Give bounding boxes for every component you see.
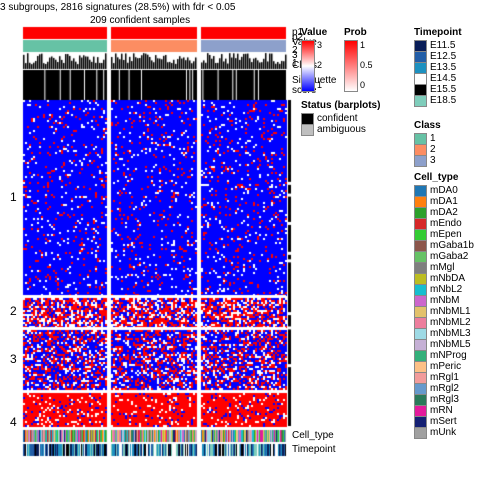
legend-label: ambiguous xyxy=(317,124,366,135)
legend-item: mEndo xyxy=(414,218,474,229)
legend-celltype-title: Cell_type xyxy=(414,172,474,183)
legend-prob-title: Prob xyxy=(344,27,373,38)
legend-item: mNbM xyxy=(414,295,474,306)
legend-label: mRgl3 xyxy=(430,394,459,405)
legend-label: E14.5 xyxy=(430,73,456,84)
legend-label: E11.5 xyxy=(430,40,455,51)
legend-item: mRgl2 xyxy=(414,383,474,394)
legend-prob: Prob 1 0.5 0 xyxy=(344,27,373,92)
legend-label: E12.5 xyxy=(430,51,456,62)
row-cluster-label: 1 xyxy=(10,190,17,204)
legend-label: 3 xyxy=(430,155,436,166)
row-cluster-label: 3 xyxy=(10,352,17,366)
legend-label: mDA1 xyxy=(430,196,458,207)
legend-item: E18.5 xyxy=(414,95,462,106)
legend-item: 2 xyxy=(414,144,441,155)
legend-label: E18.5 xyxy=(430,95,456,106)
value-tick: 1 xyxy=(317,80,322,90)
row-cluster-label: 2 xyxy=(10,304,17,318)
legend-item: E11.5 xyxy=(414,40,462,51)
legend-item: mGaba1b xyxy=(414,240,474,251)
legend-item: mNbDA xyxy=(414,273,474,284)
legend-item: E14.5 xyxy=(414,73,462,84)
legend-label: mNbM xyxy=(430,295,459,306)
legend-label: 1 xyxy=(430,133,436,144)
legend-label: mPeric xyxy=(430,361,461,372)
legend-label: mNbDA xyxy=(430,273,465,284)
prob-gradient xyxy=(344,40,358,92)
legend-label: mNbML2 xyxy=(430,317,471,328)
legend-label: mEndo xyxy=(430,218,462,229)
legend-item: mNbL2 xyxy=(414,284,474,295)
legend-label: mGaba2 xyxy=(430,251,468,262)
legend-item: mPeric xyxy=(414,361,474,372)
prob-tick: 1 xyxy=(360,40,373,50)
legend-label: E15.5 xyxy=(430,84,456,95)
swatch xyxy=(414,155,427,167)
legend-item: mNbML1 xyxy=(414,306,474,317)
legend-label: mNbML3 xyxy=(430,328,471,339)
legend-label: mDA0 xyxy=(430,185,458,196)
legend-label: mRgl2 xyxy=(430,383,459,394)
legend-item: 3 xyxy=(414,155,441,166)
legend-item: E13.5 xyxy=(414,62,462,73)
legend-label: mEpen xyxy=(430,229,462,240)
value-tick: 2 xyxy=(317,60,322,70)
legend-label: E13.5 xyxy=(430,62,456,73)
anno-label: Timepoint xyxy=(292,444,336,455)
legend-item: mRN xyxy=(414,405,474,416)
prob-tick: 0.5 xyxy=(360,60,373,70)
legend-status: Status (barplots) confidentambiguous xyxy=(301,100,380,135)
legend-item: mNProg xyxy=(414,350,474,361)
legend-label: mDA2 xyxy=(430,207,458,218)
legend-timepoint-title: Timepoint xyxy=(414,27,462,38)
legend-status-title: Status (barplots) xyxy=(301,100,380,111)
legend-value: Value 3 2 1 xyxy=(301,27,327,92)
legend-label: mNbML5 xyxy=(430,339,471,350)
legend-item: mMgl xyxy=(414,262,474,273)
legend-item: mRgl1 xyxy=(414,372,474,383)
legend-item: 1 xyxy=(414,133,441,144)
legend-label: mNProg xyxy=(430,350,467,361)
legend-celltype: Cell_type mDA0mDA1mDA2mEndomEpenmGaba1bmG… xyxy=(414,172,474,438)
legend-class: Class 123 xyxy=(414,120,441,166)
legend-timepoint: Timepoint E11.5E12.5E13.5E14.5E15.5E18.5 xyxy=(414,27,462,106)
legend-label: mNbML1 xyxy=(430,306,471,317)
legend-item: mRgl3 xyxy=(414,394,474,405)
legend-label: mUnk xyxy=(430,427,456,438)
row-cluster-label: 4 xyxy=(10,415,17,429)
value-tick: 3 xyxy=(317,40,322,50)
legend-item: mEpen xyxy=(414,229,474,240)
legend-value-title: Value xyxy=(301,27,327,38)
legend-class-title: Class xyxy=(414,120,441,131)
legend-label: mRgl1 xyxy=(430,372,459,383)
legend-item: mSert xyxy=(414,416,474,427)
legend-item: mDA2 xyxy=(414,207,474,218)
legend-item: mUnk xyxy=(414,427,474,438)
legend-item: mGaba2 xyxy=(414,251,474,262)
legend-item: confident xyxy=(301,113,380,124)
legend-item: mDA0 xyxy=(414,185,474,196)
legend-item: E15.5 xyxy=(414,84,462,95)
swatch xyxy=(414,95,427,107)
legend-item: mNbML2 xyxy=(414,317,474,328)
legend-item: mNbML5 xyxy=(414,339,474,350)
legend-item: E12.5 xyxy=(414,51,462,62)
legend-label: mGaba1b xyxy=(430,240,474,251)
swatch xyxy=(301,124,314,136)
legend-label: mMgl xyxy=(430,262,454,273)
legend-item: ambiguous xyxy=(301,124,380,135)
legend-label: 2 xyxy=(430,144,436,155)
legend-label: mSert xyxy=(430,416,457,427)
value-gradient xyxy=(301,40,315,92)
anno-label: Cell_type xyxy=(292,430,334,441)
legend-label: mRN xyxy=(430,405,453,416)
legend-label: mNbL2 xyxy=(430,284,462,295)
swatch xyxy=(414,427,427,439)
legend-label: confident xyxy=(317,113,358,124)
legend-item: mNbML3 xyxy=(414,328,474,339)
legend-item: mDA1 xyxy=(414,196,474,207)
prob-tick: 0 xyxy=(360,80,373,90)
